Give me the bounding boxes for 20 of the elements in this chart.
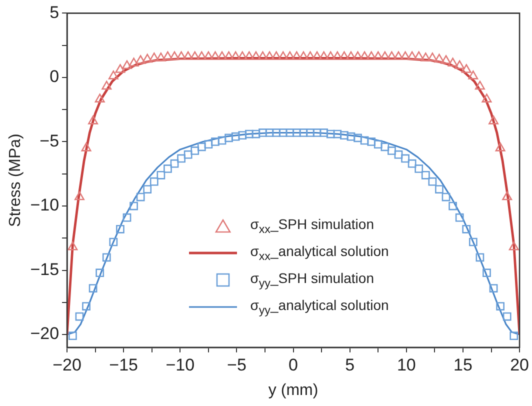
y-tick-label: 5	[50, 2, 60, 22]
y-tick-label: 0	[50, 67, 60, 86]
legend-label: σ$_{xx}$_analytical solution	[250, 242, 389, 263]
x-axis-title: y (mm)	[268, 382, 318, 399]
y-tick-label: −10	[30, 196, 60, 215]
legend-label: σ$_{yy}$_analytical solution	[250, 296, 389, 317]
legend-label: σ$_{yy}$_SPH simulation	[250, 270, 374, 290]
y-tick-label: −20	[30, 324, 60, 344]
x-tick-label: 10	[396, 355, 416, 374]
y-tick-label: −5	[40, 131, 60, 150]
x-tick-label: 20	[510, 355, 530, 374]
x-tick-label: −15	[109, 355, 138, 374]
x-tick-label: −10	[166, 355, 195, 374]
y-tick-label: −15	[30, 260, 60, 279]
x-tick-label: 15	[454, 355, 472, 374]
y-axis-title: Stress (MPa)	[7, 134, 24, 227]
x-tick-label: 0	[288, 355, 298, 374]
x-tick-label: −5	[227, 355, 246, 374]
x-tick-label: 5	[345, 355, 355, 374]
legend-label: σ$_{xx}$_SPH simulation	[250, 216, 374, 236]
